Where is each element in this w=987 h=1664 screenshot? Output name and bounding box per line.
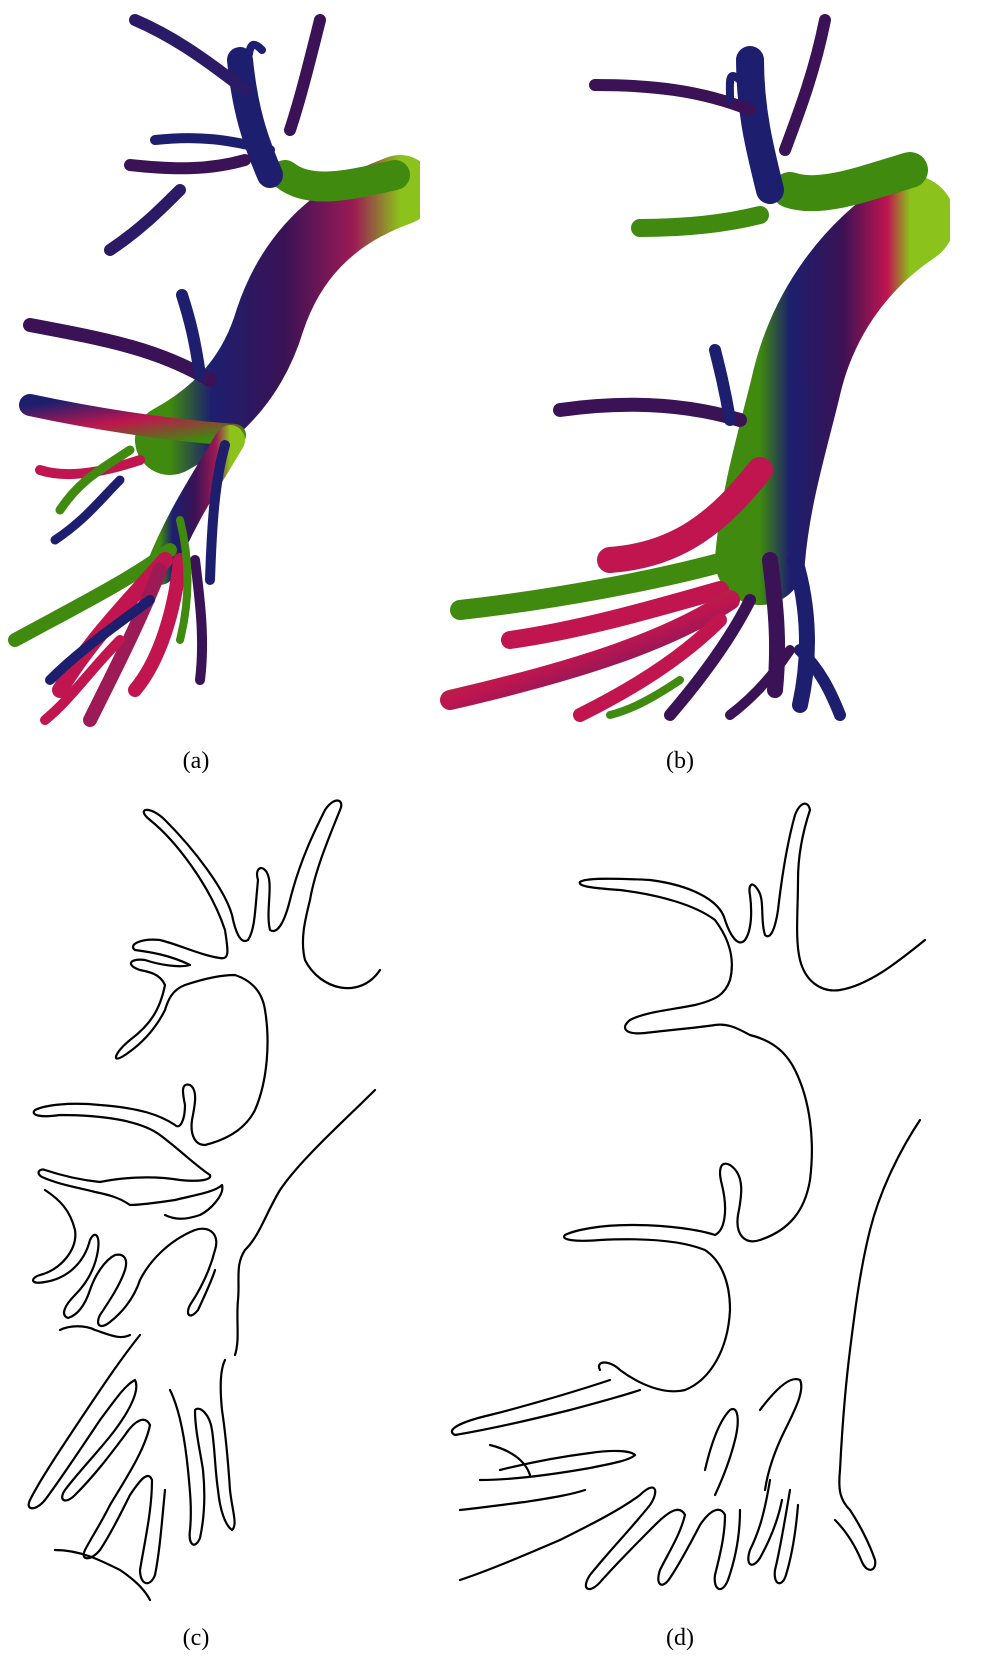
- panel-a-caption: (a): [182, 748, 210, 774]
- panel-a-vessel-rendering: [8, 14, 420, 727]
- panel-d-caption: (d): [666, 1625, 694, 1651]
- panel-a: [0, 0, 420, 770]
- panel-c: [0, 790, 420, 1620]
- panel-d: [430, 790, 950, 1620]
- panel-c-outline: [27, 799, 382, 1602]
- panel-b-caption: (b): [666, 748, 694, 774]
- panel-b-vessel-rendering: [440, 14, 950, 722]
- panel-c-caption: (c): [182, 1625, 210, 1651]
- panel-d-outline: [450, 802, 927, 1591]
- panel-b: [430, 0, 950, 770]
